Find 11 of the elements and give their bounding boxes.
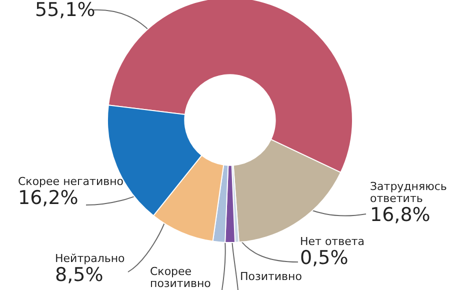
data-label: 55,1% xyxy=(35,0,96,21)
slice-label: Скорее негативно xyxy=(18,175,124,188)
data-label: 16,8% xyxy=(370,204,432,226)
slice-label: Нейтрально xyxy=(55,252,125,266)
slice-label: Затрудняюсь ответить xyxy=(370,180,448,206)
slice-label: Скорее позитивно xyxy=(150,265,212,290)
data-label: 16,2% xyxy=(18,187,80,210)
data-label: 8,5% xyxy=(55,264,104,286)
slice-label: Нет ответа xyxy=(300,235,364,248)
data-label: 0,5% xyxy=(300,247,350,270)
slice-label: Позитивно xyxy=(240,270,302,284)
